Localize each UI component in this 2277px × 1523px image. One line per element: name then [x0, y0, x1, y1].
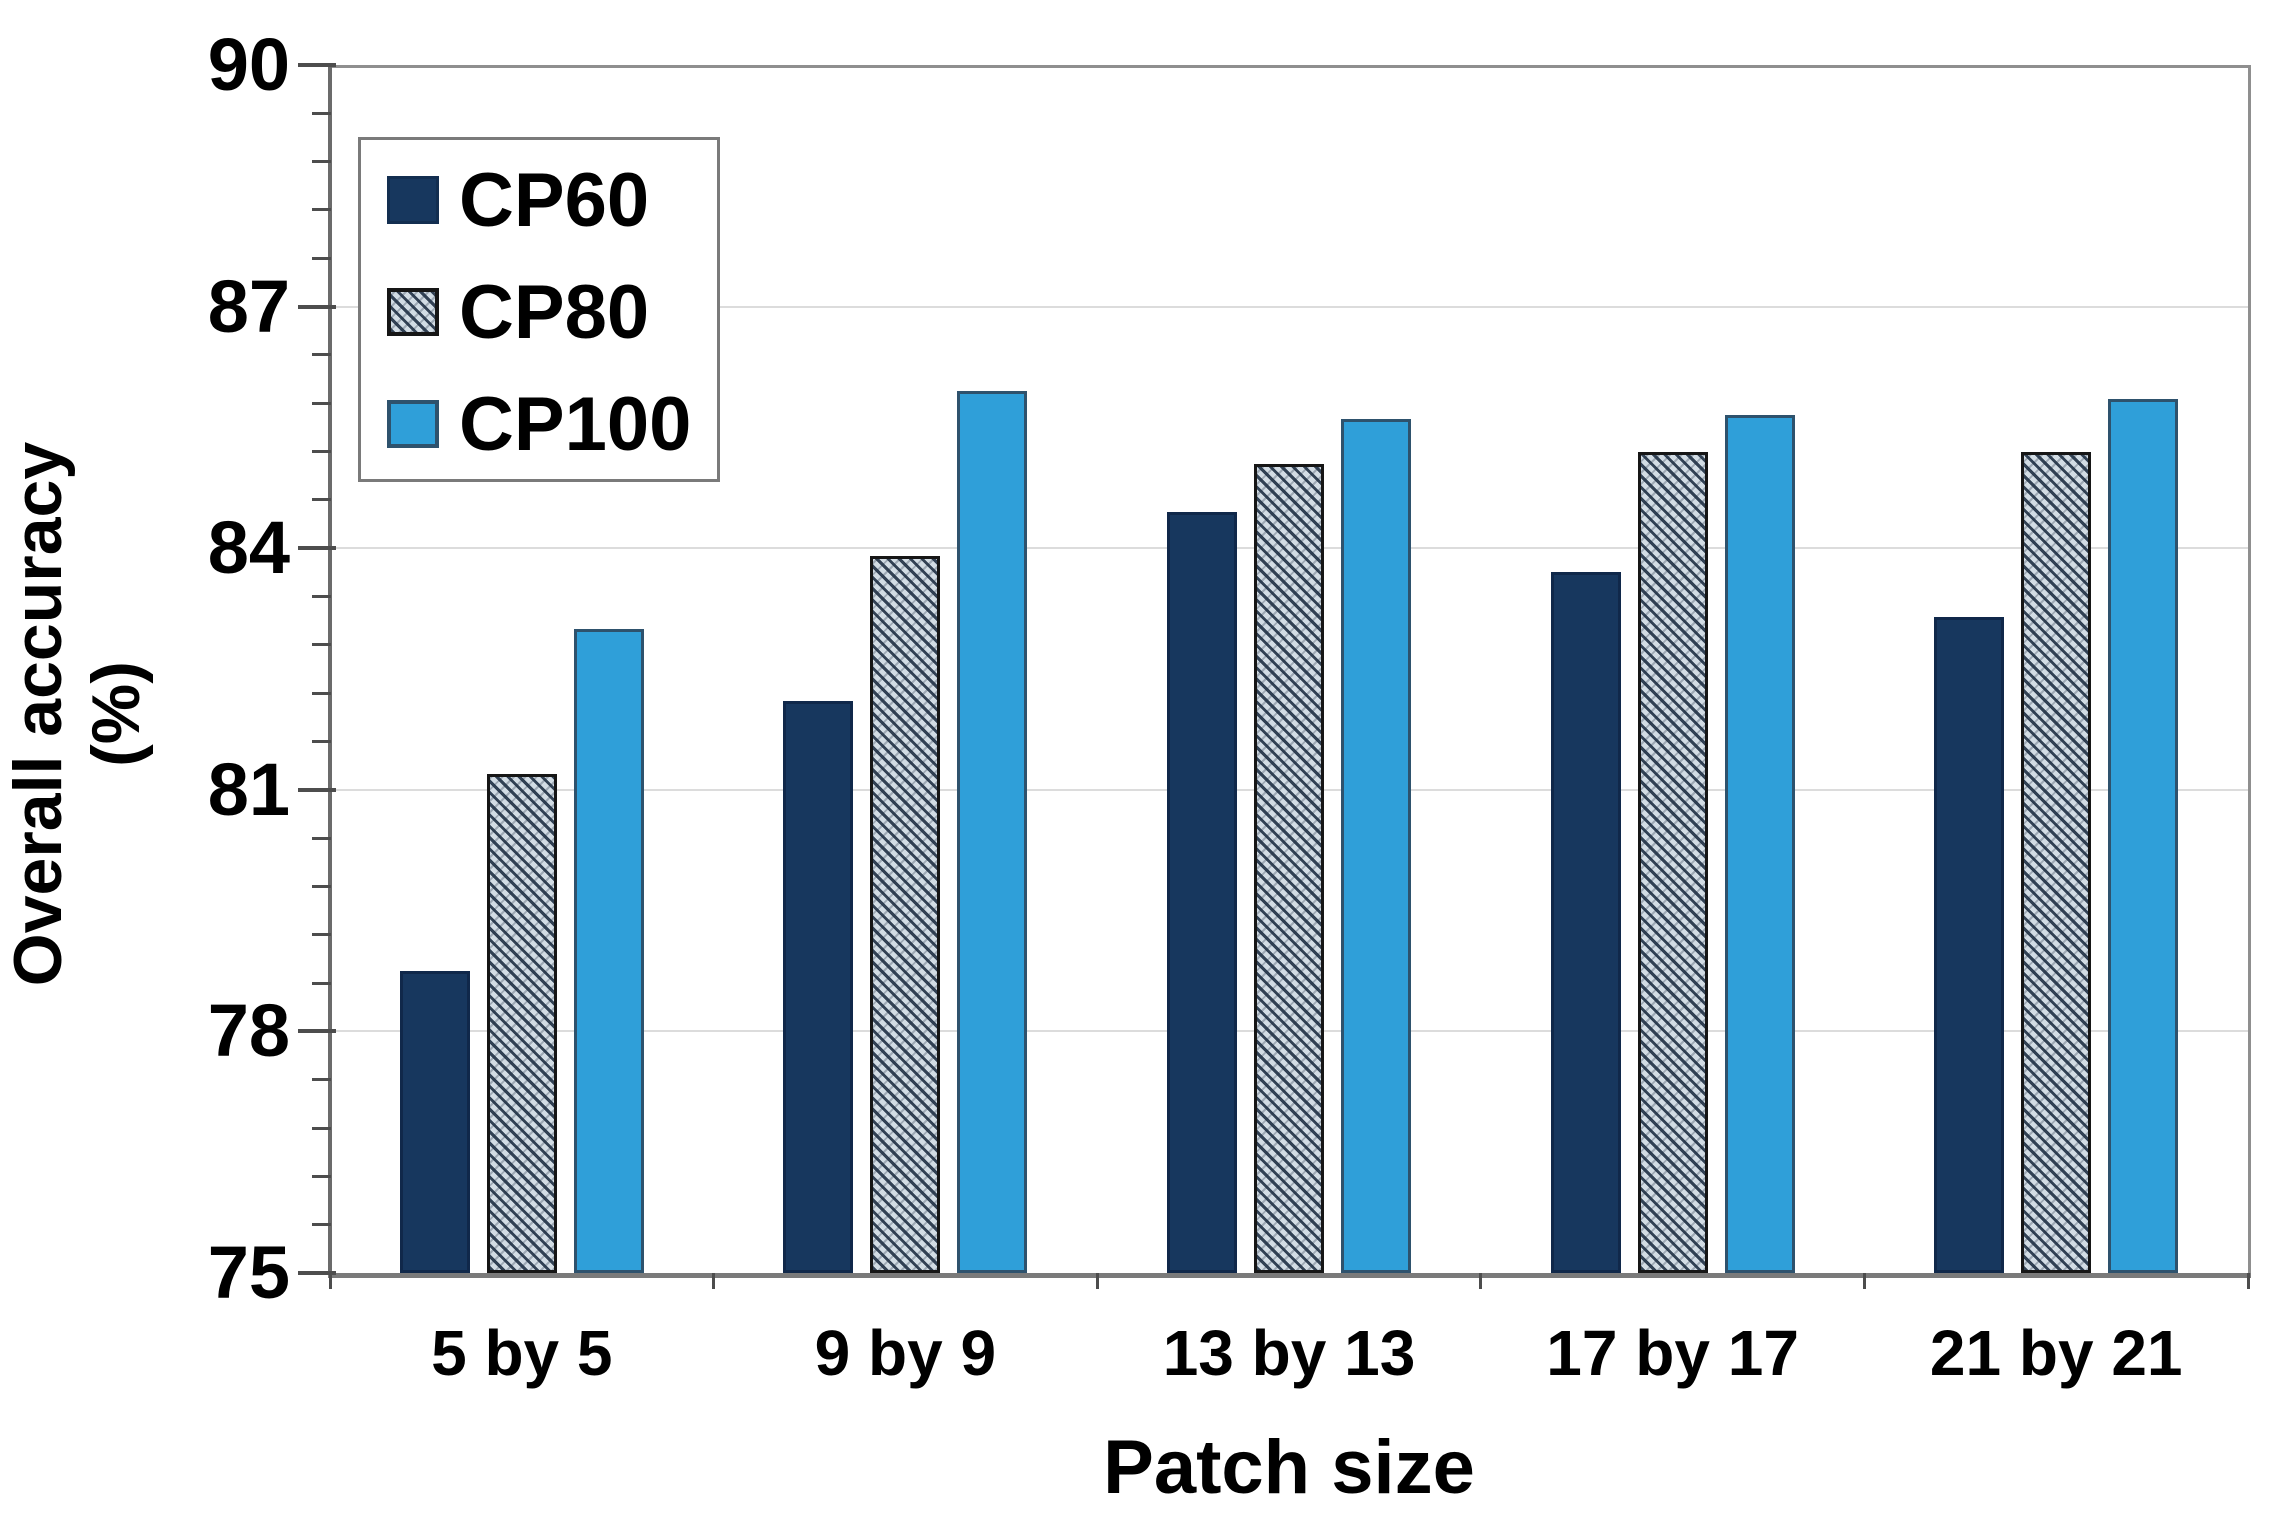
legend-label-cp80: CP80 — [459, 269, 650, 355]
plot-border — [330, 65, 2251, 1276]
y-minor-tick-16 — [312, 498, 331, 502]
plot-area — [330, 65, 2248, 1273]
x-tick-label-21-by-21: 21 by 21 — [1929, 1317, 2183, 1389]
y-axis-line — [328, 65, 332, 1277]
y-minor-tick-7 — [312, 933, 331, 937]
legend: CP60 CP80 CP100 — [358, 137, 720, 482]
bar-cp60-9-by-9 — [783, 701, 854, 1273]
y-minor-tick-17 — [312, 450, 331, 454]
y-minor-tick-1 — [312, 1223, 331, 1227]
gridline-87 — [330, 305, 2248, 308]
y-minor-tick-14 — [312, 595, 331, 599]
bar-cp80-5-by-5 — [486, 773, 557, 1273]
y-tick-label-87: 87 — [207, 264, 290, 348]
bar-cp100-5-by-5 — [573, 628, 644, 1273]
legend-swatch-cp100-icon — [387, 400, 439, 448]
y-major-tick-25 — [298, 63, 336, 67]
legend-label-cp100: CP100 — [459, 381, 692, 467]
bar-cp60-5-by-5 — [399, 971, 470, 1273]
y-tick-label-90: 90 — [207, 23, 290, 106]
bar-cp80-13-by-13 — [1254, 463, 1324, 1273]
bar-cp80-9-by-9 — [870, 556, 941, 1273]
y-tick-label-81: 81 — [207, 747, 290, 831]
legend-swatch-cp60-icon — [387, 176, 439, 224]
y-minor-tick-13 — [312, 643, 331, 647]
bar-cp60-17-by-17 — [1550, 572, 1621, 1273]
x-tick-label-9-by-9: 9 by 9 — [814, 1317, 997, 1389]
y-minor-tick-12 — [312, 691, 331, 695]
bar-cp60-21-by-21 — [1934, 616, 2005, 1273]
y-minor-tick-22 — [312, 208, 331, 212]
y-minor-tick-18 — [312, 401, 331, 405]
x-boundary-tick-3 — [1479, 1273, 1483, 1289]
x-axis-title: Patch size — [1103, 1425, 1475, 1510]
x-boundary-tick-4 — [1862, 1273, 1866, 1289]
y-minor-tick-3 — [312, 1126, 331, 1130]
y-major-tick-15 — [298, 546, 336, 551]
y-minor-tick-8 — [312, 884, 331, 888]
bar-cp100-9-by-9 — [957, 391, 1028, 1273]
y-axis-title: Overall accuracy (%) — [0, 441, 154, 987]
bar-cp100-21-by-21 — [2108, 399, 2179, 1273]
y-major-tick-20 — [298, 304, 336, 309]
y-minor-tick-4 — [312, 1078, 331, 1082]
x-tick-label-17-by-17: 17 by 17 — [1546, 1317, 1799, 1389]
y-tick-label-78: 78 — [207, 989, 290, 1073]
x-tick-label-13-by-13: 13 by 13 — [1162, 1317, 1416, 1389]
y-minor-tick-19 — [312, 353, 331, 357]
x-axis-line — [328, 1273, 2251, 1278]
bar-cp100-13-by-13 — [1341, 419, 1411, 1273]
bar-cp60-13-by-13 — [1167, 511, 1237, 1273]
y-tick-label-84: 84 — [207, 506, 290, 590]
legend-swatch-cp80-icon — [387, 288, 439, 336]
y-minor-tick-6 — [312, 981, 331, 985]
bar-cp80-21-by-21 — [2021, 451, 2092, 1273]
x-boundary-tick-5 — [2246, 1273, 2250, 1289]
x-tick-label-5-by-5: 5 by 5 — [431, 1317, 613, 1389]
legend-entry-cp60: CP60 — [387, 152, 649, 248]
legend-entry-cp100: CP100 — [387, 376, 691, 472]
y-tick-label-75: 75 — [207, 1231, 290, 1314]
y-major-tick-5 — [298, 1029, 336, 1034]
x-boundary-tick-1 — [712, 1273, 716, 1289]
legend-label-cp60: CP60 — [459, 157, 650, 243]
x-boundary-tick-0 — [328, 1273, 332, 1289]
y-minor-tick-2 — [312, 1174, 331, 1178]
legend-entry-cp80: CP80 — [387, 264, 649, 360]
y-minor-tick-11 — [312, 739, 331, 743]
y-major-tick-0 — [298, 1271, 336, 1275]
y-minor-tick-23 — [312, 160, 331, 164]
bar-cp100-17-by-17 — [1724, 415, 1795, 1273]
y-major-tick-10 — [298, 787, 336, 792]
x-boundary-tick-2 — [1095, 1273, 1099, 1289]
y-minor-tick-9 — [312, 836, 331, 840]
y-minor-tick-21 — [312, 256, 331, 260]
y-minor-tick-24 — [312, 111, 331, 115]
bar-cp80-17-by-17 — [1637, 451, 1708, 1273]
